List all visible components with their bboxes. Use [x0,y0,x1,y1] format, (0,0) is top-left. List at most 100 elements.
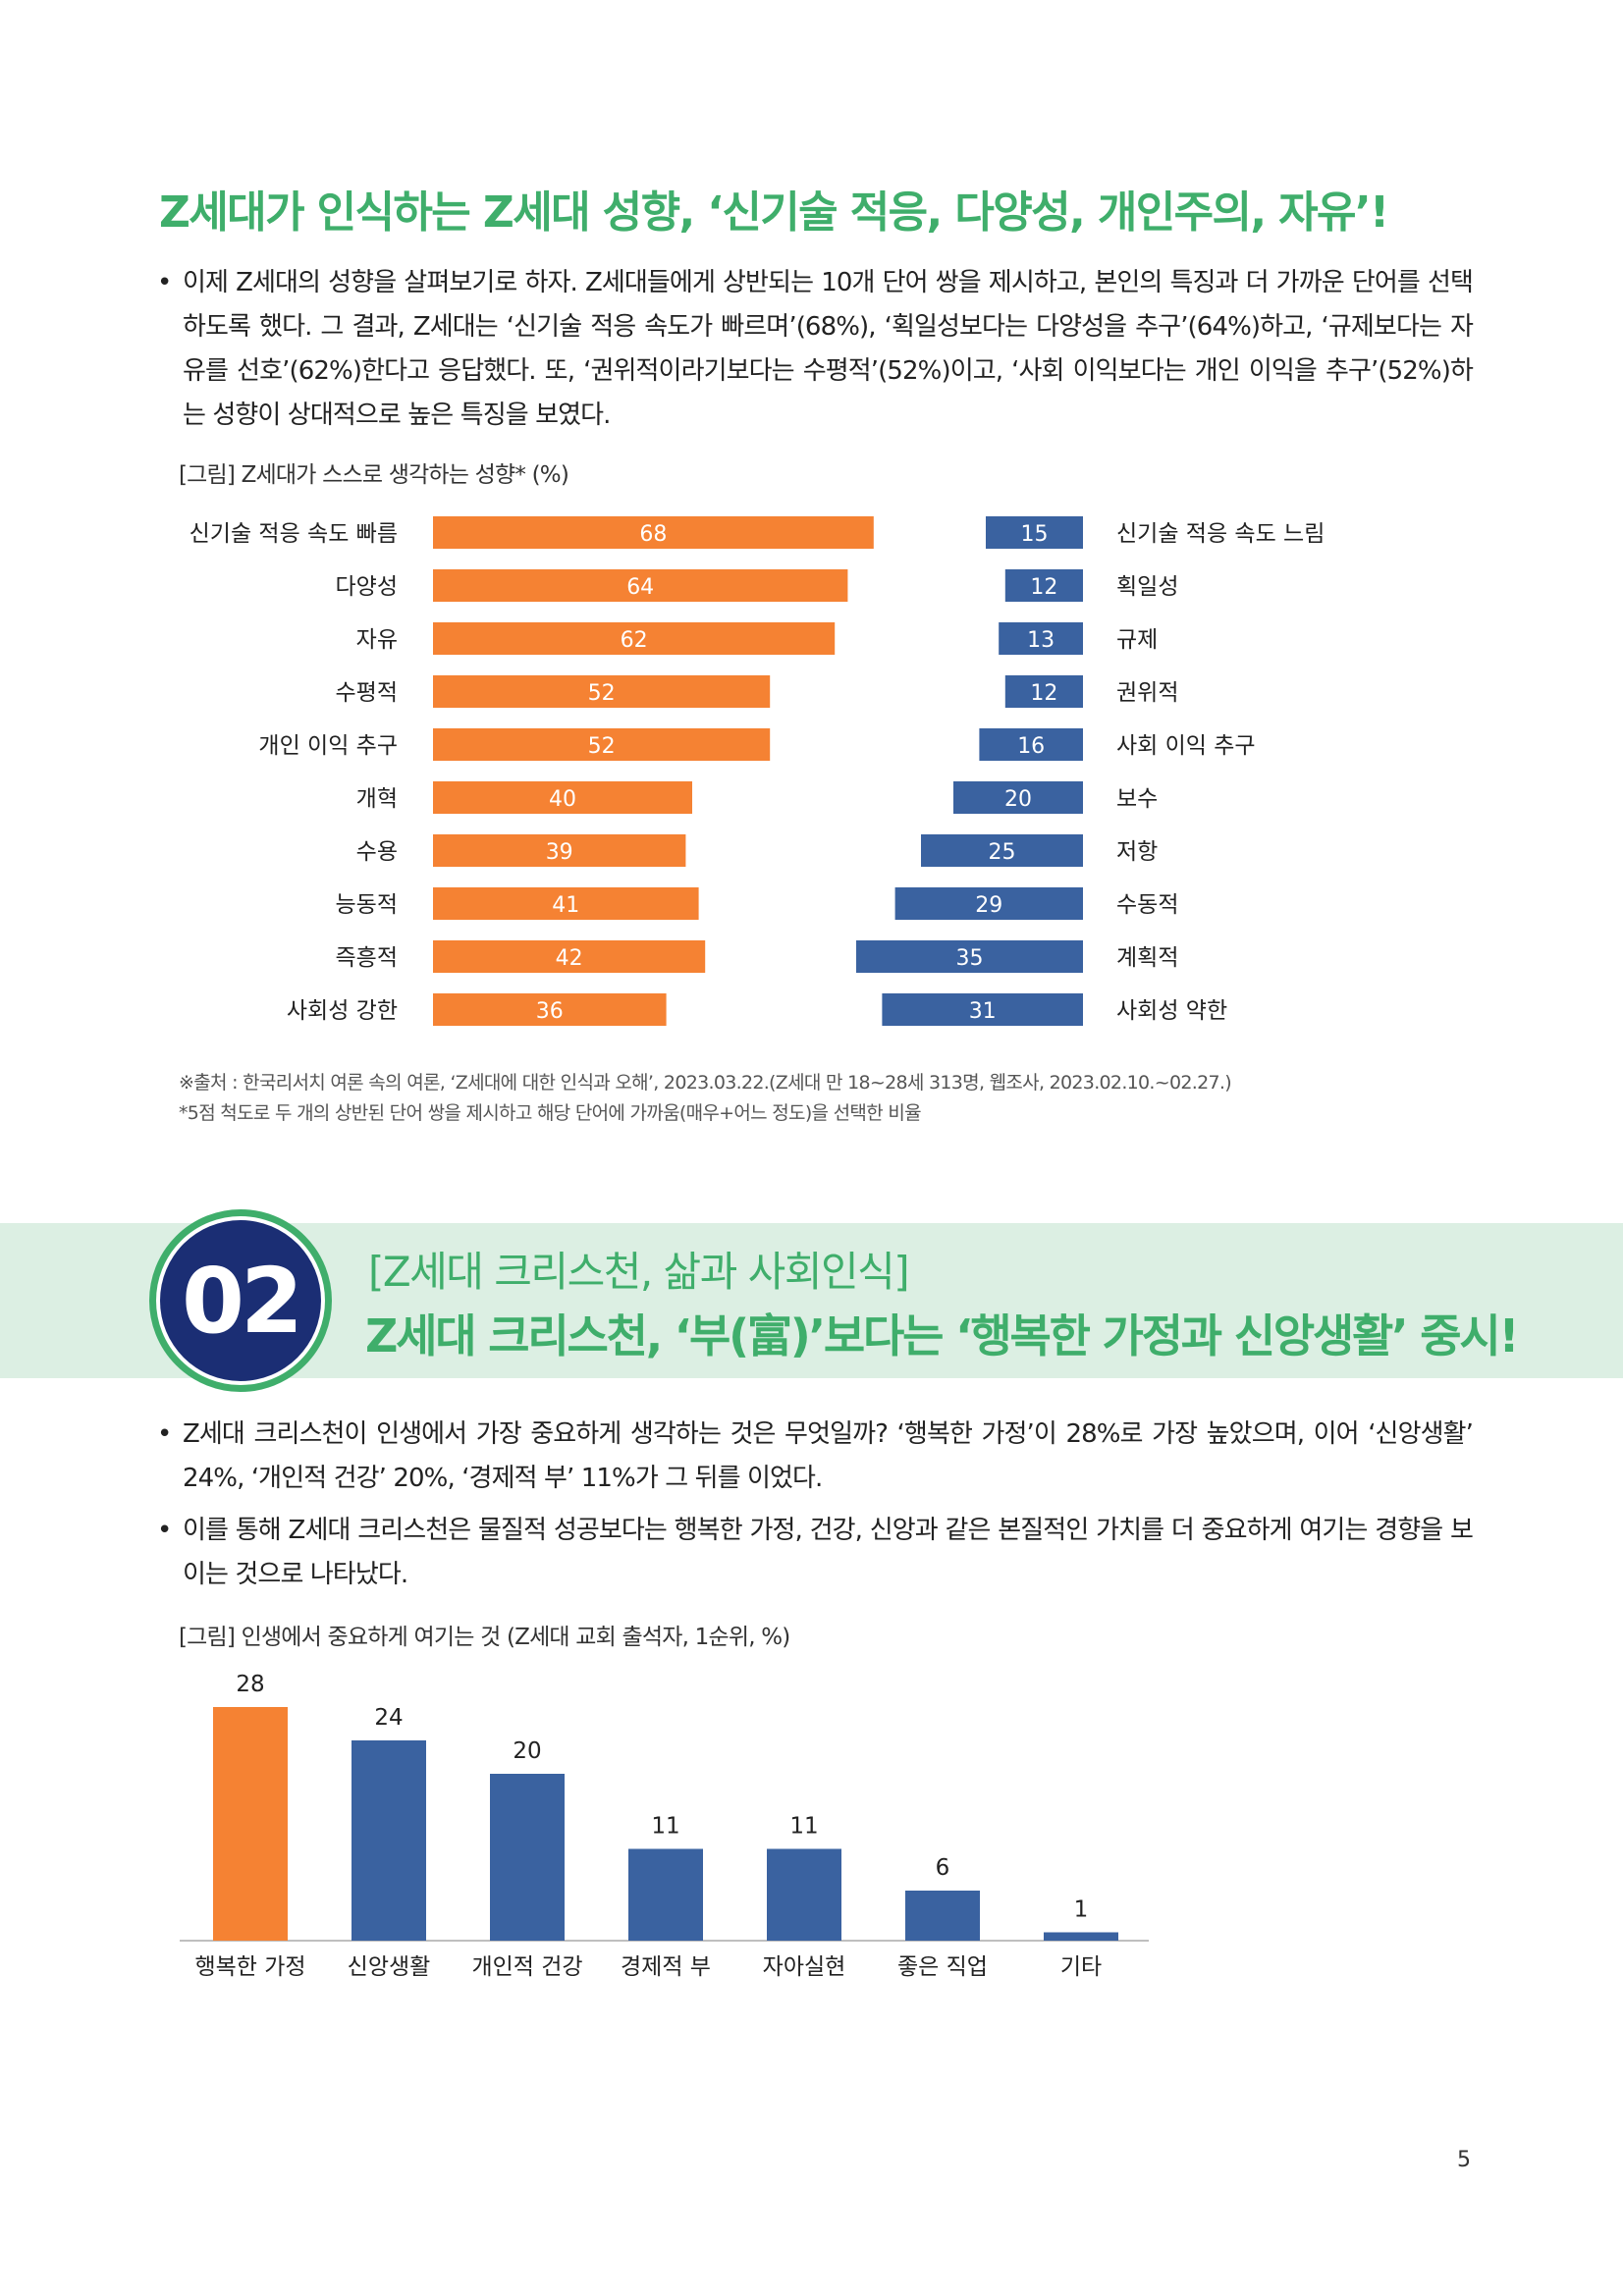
category-left-label: 수평적 [336,680,398,706]
bar-right [953,781,1083,814]
method-note: *5점 척도로 두 개의 상반된 단어 쌍을 제시하고 해당 단어에 가까움(매… [179,1102,922,1124]
column-value-label: 20 [513,1738,541,1764]
bar-left-value: 41 [552,893,579,918]
bullet-text: Z세대 크리스천이 인생에서 가장 중요하게 생각하는 것은 무엇일까? ‘행복… [157,1413,1474,1501]
column-bar [1044,1932,1118,1941]
bar-left-value: 40 [549,787,576,812]
section-number-badge: 02 [160,1220,321,1381]
bar-left-value: 39 [546,840,573,865]
intro-bullets: 이제 Z세대의 성향을 살펴보기로 하자. Z세대들에게 상반되는 10개 단어… [157,261,1474,446]
column-value-label: 11 [651,1814,679,1840]
column-bar [628,1848,703,1941]
category-left-label: 다양성 [336,574,398,600]
bar-left [433,834,686,867]
bar-left [433,940,706,973]
bar-right-value: 31 [969,999,997,1024]
column-value-label: 11 [789,1814,818,1840]
category-left-label: 자유 [356,627,398,653]
x-tick-label: 자아실현 [763,1954,846,1980]
category-right-label: 권위적 [1116,680,1178,706]
category-left-label: 즉흥적 [336,945,398,971]
bar-right-value: 35 [956,946,984,971]
bar-left [433,622,836,655]
column-bar [767,1848,841,1941]
bar-right [999,622,1083,655]
bar-left [433,781,692,814]
column-value-label: 24 [374,1705,403,1731]
section2-bullets: Z세대 크리스천이 인생에서 가장 중요하게 생각하는 것은 무엇일까? ‘행복… [157,1413,1474,1605]
category-right-label: 사회 이익 추구 [1116,733,1256,759]
page-number: 5 [1457,2148,1471,2172]
bullet-text: 이를 통해 Z세대 크리스천은 물질적 성공보다는 행복한 가정, 건강, 신앙… [157,1509,1474,1597]
bar-left [433,993,667,1026]
x-tick-label: 행복한 가정 [194,1954,305,1980]
bar-left-value: 62 [621,628,648,653]
bar-left-value: 36 [536,999,564,1024]
category-left-label: 사회성 강한 [287,998,398,1024]
bar-right-value: 15 [1021,522,1049,547]
section-subtitle: [Z세대 크리스천, 삶과 사회인식] [368,1248,910,1296]
chart1-notes: ※출처 : 한국리서치 여론 속의 여론, ‘Z세대에 대한 인식과 오해’, … [179,1068,1232,1129]
left-bars-group: 68 신기술 적응 속도 빠름 64 다양성 62 자유 52 수평적 52 개인 이익 추구 40… [189,516,874,1026]
bar-right-value: 20 [1004,787,1032,812]
bar-left [433,675,771,708]
figure1-title: [그림] Z세대가 스스로 생각하는 성향* (%) [179,462,569,488]
bar-left-value: 42 [556,946,583,971]
bar-right [921,834,1083,867]
bar-right [882,993,1083,1026]
category-left-label: 개인 이익 추구 [258,733,398,759]
bar-right [979,728,1083,761]
category-right-label: 획일성 [1116,574,1178,600]
bar-left-value: 52 [588,734,616,759]
bar-right [856,940,1083,973]
category-left-label: 수용 [356,839,398,865]
figure2-title: [그림] 인생에서 중요하게 여기는 것 (Z세대 교회 출석자, 1순위, %… [179,1625,790,1650]
bar-right-value: 25 [989,840,1016,865]
bar-right [1004,675,1083,708]
column-bar [213,1707,288,1941]
bar-left-value: 68 [639,522,667,547]
category-left-label: 능동적 [336,892,398,918]
column-bar [905,1891,980,1941]
bar-right [986,516,1083,549]
bar-left [433,887,699,920]
column-value-label: 28 [236,1672,264,1697]
category-right-label: 규제 [1116,627,1158,653]
column-bar [490,1774,565,1941]
bar-right-value: 12 [1030,575,1057,600]
column-value-label: 6 [936,1855,950,1881]
x-tick-label: 신앙생활 [348,1954,431,1980]
category-right-label: 신기술 적응 속도 느림 [1116,521,1325,547]
x-tick-label: 개인적 건강 [471,1954,582,1980]
category-left-label: 개혁 [356,786,398,812]
source-note: ※출처 : 한국리서치 여론 속의 여론, ‘Z세대에 대한 인식과 오해’, … [179,1072,1232,1094]
bar-left [433,569,848,602]
bar-right-value: 13 [1027,628,1055,653]
column-value-label: 1 [1074,1897,1089,1923]
category-right-label: 수동적 [1116,892,1178,918]
bar-right [894,887,1083,920]
column-bar [352,1740,426,1941]
column-bars-group: 28 행복한 가정 24 신앙생활 20 개인적 건강 11 경제적 부 11 자아실현 6 좋은 직… [180,1672,1149,1980]
bullet-text: 이제 Z세대의 성향을 살펴보기로 하자. Z세대들에게 상반되는 10개 단어… [157,261,1474,438]
bar-right-value: 16 [1017,734,1045,759]
traits-diverging-bar-chart: 68 신기술 적응 속도 빠름 64 다양성 62 자유 52 수평적 52 개인 이익 추구 40… [189,516,1325,1026]
category-right-label: 계획적 [1116,945,1178,971]
x-tick-label: 경제적 부 [621,1954,711,1980]
bar-left [433,516,874,549]
x-tick-label: 좋은 직업 [897,1954,988,1980]
bar-right-value: 12 [1030,681,1057,706]
bar-left [433,728,771,761]
right-bars-group: 15 신기술 적응 속도 느림 12 획일성 13 규제 12 권위적 16 사회 이익 추구 20… [856,516,1325,1026]
bar-left-value: 52 [588,681,616,706]
category-left-label: 신기술 적응 속도 빠름 [189,521,398,547]
x-tick-label: 기타 [1060,1954,1102,1980]
category-right-label: 보수 [1116,786,1158,812]
bar-right [1004,569,1083,602]
life-priorities-bar-chart: 28 행복한 가정 24 신앙생활 20 개인적 건강 11 경제적 부 11 자아실현 6 좋은 직… [180,1672,1149,1980]
bar-right-value: 29 [975,893,1002,918]
section-heading: Z세대가 인식하는 Z세대 성향, ‘신기술 적응, 다양성, 개인주의, 자유… [159,187,1389,238]
bar-left-value: 64 [626,575,654,600]
section-title: Z세대 크리스천, ‘부(富)’보다는 ‘행복한 가정과 신앙생활’ 중시! [365,1309,1519,1362]
category-right-label: 사회성 약한 [1116,998,1227,1024]
